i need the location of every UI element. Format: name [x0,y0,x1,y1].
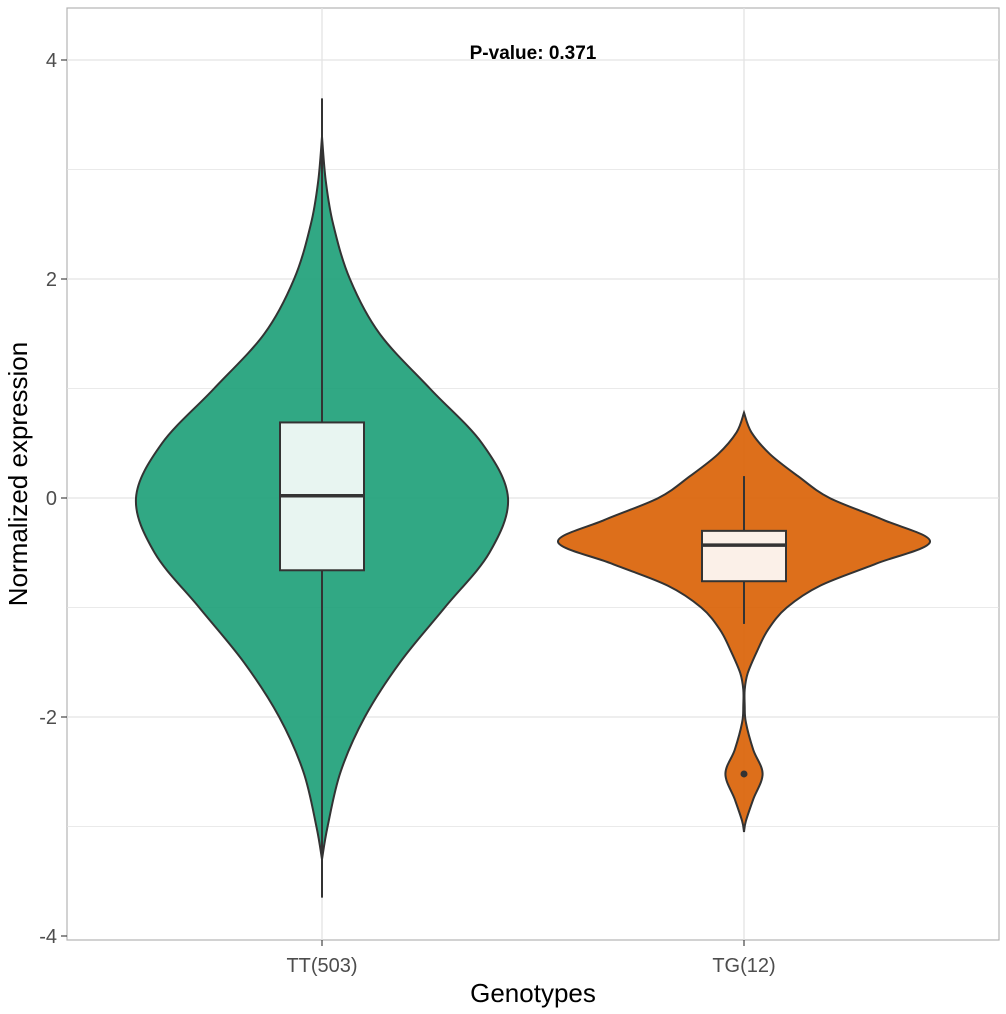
violin-group-2 [557,409,931,833]
y-tick-label: -2 [39,707,57,729]
y-tick-label: 0 [46,488,57,510]
y-tick-label: -4 [39,926,57,948]
outlier-point [740,770,748,778]
y-tick-label: 2 [46,269,57,291]
p-value-annotation: P-value: 0.371 [470,43,597,64]
x-axis-title: Genotypes [470,978,596,1008]
y-axis-title: Normalized expression [3,342,33,606]
box [701,529,787,583]
violin-group-1 [134,98,510,898]
y-tick-label: 4 [46,50,57,72]
y-axis-ticks: -4 -2 0 2 4 [39,50,67,948]
x-tick-label: TG(12) [712,955,775,977]
x-tick-label: TT(503) [286,955,357,977]
x-axis-ticks: TT(503) TG(12) [286,940,776,977]
violins [134,98,931,898]
